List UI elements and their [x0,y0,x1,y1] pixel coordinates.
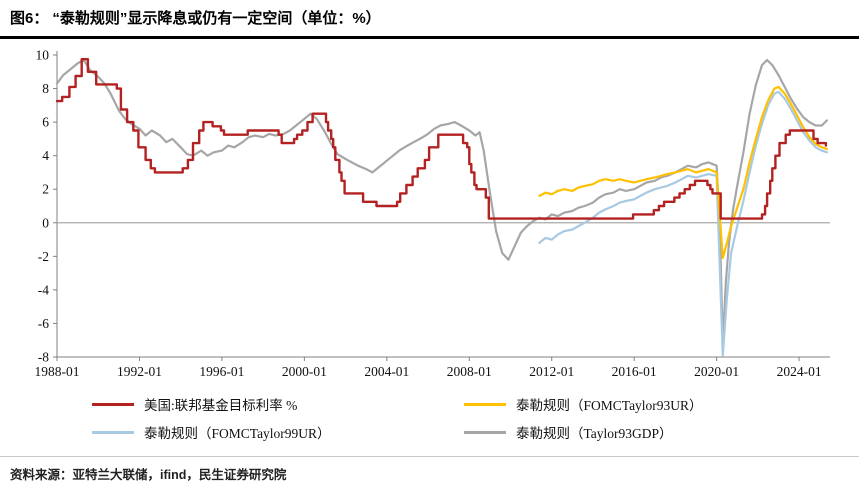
svg-text:1988-01: 1988-01 [35,364,80,379]
svg-text:2004-01: 2004-01 [364,364,409,379]
svg-text:1992-01: 1992-01 [117,364,162,379]
svg-text:2024-01: 2024-01 [777,364,822,379]
svg-text:0: 0 [42,215,49,230]
svg-text:2: 2 [42,182,49,197]
svg-text:-2: -2 [38,249,49,264]
source-note: 资料来源：亚特兰大联储，ifind，民生证券研究院 [0,456,859,492]
fed-funds-line-swatch [92,402,134,406]
taylor93gdp-line-swatch [464,430,506,434]
svg-text:-6: -6 [38,316,49,331]
taylor99ur-line-swatch [92,430,134,434]
svg-text:4: 4 [42,148,49,163]
legend-item-taylor93gdp: 泰勒规则（Taylor93GDP） [464,422,804,442]
legend-label: 泰勒规则（FOMCTaylor99UR） [144,426,331,441]
svg-text:8: 8 [42,81,49,96]
svg-text:2008-01: 2008-01 [447,364,492,379]
figure-label: 图6： [10,10,49,27]
svg-text:-8: -8 [38,350,49,365]
figure-header: 图6： “泰勒规则”显示降息或仍有一定空间（单位：%） [0,0,859,39]
legend-item-fed-funds: 美国:联邦基金目标利率 % [92,394,464,414]
svg-text:1996-01: 1996-01 [199,364,244,379]
legend-item-taylor93ur: 泰勒规则（FOMCTaylor93UR） [464,394,804,414]
svg-text:10: 10 [36,48,50,63]
svg-text:2012-01: 2012-01 [529,364,574,379]
svg-text:6: 6 [42,115,49,130]
legend-label: 泰勒规则（FOMCTaylor93UR） [516,398,703,413]
svg-text:2000-01: 2000-01 [282,364,327,379]
page-title: “泰勒规则”显示降息或仍有一定空间（单位：%） [52,10,381,27]
source-text: 资料来源：亚特兰大联储，ifind，民生证券研究院 [10,468,287,482]
legend-label: 美国:联邦基金目标利率 % [144,398,298,413]
svg-text:2016-01: 2016-01 [612,364,657,379]
svg-text:2020-01: 2020-01 [694,364,739,379]
svg-text:-4: -4 [38,282,49,297]
legend-item-taylor99ur: 泰勒规则（FOMCTaylor99UR） [92,422,464,442]
taylor93ur-line-swatch [464,402,506,406]
legend-label: 泰勒规则（Taylor93GDP） [516,426,673,441]
chart-area: 10 8 6 4 2 0 -2 -4 -6 -8 1988-01 1992-01 1996-01 2000… [0,45,859,386]
chart-legend: 美国:联邦基金目标利率 % 泰勒规则（FOMCTaylor93UR） 泰勒规则（… [92,394,859,442]
